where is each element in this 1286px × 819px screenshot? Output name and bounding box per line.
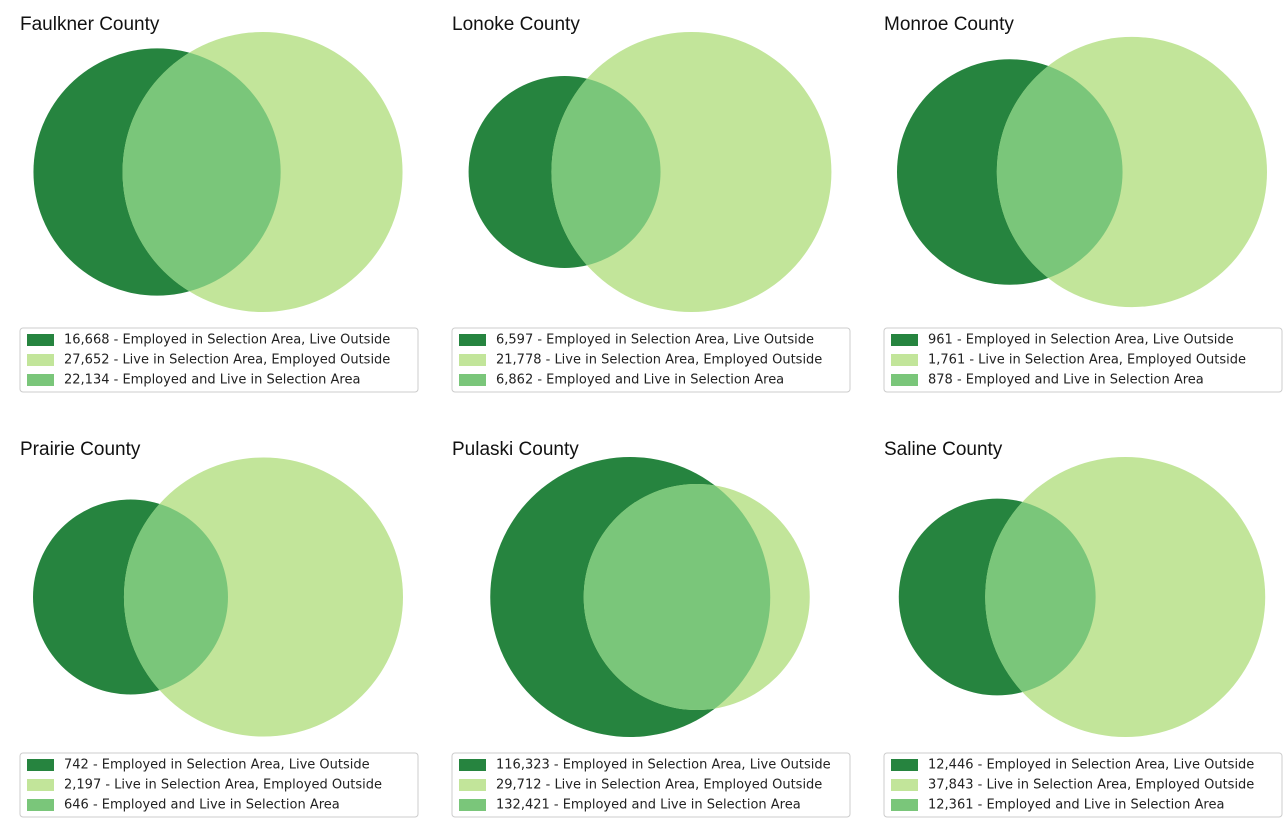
legend-swatch (891, 354, 918, 366)
legend-label: 27,652 - Live in Selection Area, Employe… (64, 353, 390, 368)
legend-swatch (891, 779, 918, 791)
legend-label: 742 - Employed in Selection Area, Live O… (64, 758, 370, 773)
legend-label: 22,134 - Employed and Live in Selection … (64, 373, 360, 388)
legend-swatch (891, 799, 918, 811)
legend-label: 12,361 - Employed and Live in Selection … (928, 798, 1224, 813)
legend-label: 1,761 - Live in Selection Area, Employed… (928, 353, 1246, 368)
chart-title: Pulaski County (452, 439, 579, 460)
overlap-region (985, 498, 1096, 696)
legend-label: 132,421 - Employed and Live in Selection… (496, 798, 801, 813)
legend-swatch (891, 374, 918, 386)
chart-title: Lonoke County (452, 14, 580, 35)
legend-label: 37,843 - Live in Selection Area, Employe… (928, 778, 1254, 793)
legend-swatch (27, 354, 54, 366)
legend-label: 646 - Employed and Live in Selection Are… (64, 798, 340, 813)
overlap-region (123, 499, 228, 695)
legend-swatch (459, 799, 486, 811)
legend-label: 6,597 - Employed in Selection Area, Live… (496, 333, 814, 348)
legend-swatch (459, 334, 486, 346)
chart-title: Faulkner County (20, 14, 160, 35)
overlap-region (583, 483, 771, 711)
chart-title: Monroe County (884, 14, 1014, 35)
legend-swatch (459, 374, 486, 386)
legend-swatch (27, 334, 54, 346)
overlap-region (996, 59, 1123, 285)
chart-title: Prairie County (20, 439, 141, 460)
legend-label: 16,668 - Employed in Selection Area, Liv… (64, 333, 390, 348)
overlap-region (551, 76, 661, 268)
legend-swatch (27, 759, 54, 771)
legend-swatch (27, 779, 54, 791)
legend-label: 116,323 - Employed in Selection Area, Li… (496, 758, 831, 773)
legend-box (451, 327, 851, 393)
legend-box (451, 752, 851, 818)
legend-swatch (459, 759, 486, 771)
legend-box (883, 752, 1283, 818)
legend-swatch (459, 354, 486, 366)
legend-swatch (27, 374, 54, 386)
legend-label: 6,862 - Employed and Live in Selection A… (496, 373, 784, 388)
legend-label: 2,197 - Live in Selection Area, Employed… (64, 778, 382, 793)
legend-box (19, 327, 419, 393)
legend-label: 961 - Employed in Selection Area, Live O… (928, 333, 1234, 348)
legend-box (883, 327, 1283, 393)
overlap-region (122, 48, 281, 296)
legend-label: 878 - Employed and Live in Selection Are… (928, 373, 1204, 388)
legend-swatch (459, 779, 486, 791)
chart-title: Saline County (884, 439, 1003, 460)
legend-box (19, 752, 419, 818)
legend-label: 29,712 - Live in Selection Area, Employe… (496, 778, 822, 793)
legend-swatch (27, 799, 54, 811)
legend-swatch (891, 759, 918, 771)
legend-swatch (891, 334, 918, 346)
legend-label: 21,778 - Live in Selection Area, Employe… (496, 353, 822, 368)
legend-label: 12,446 - Employed in Selection Area, Liv… (928, 758, 1254, 773)
